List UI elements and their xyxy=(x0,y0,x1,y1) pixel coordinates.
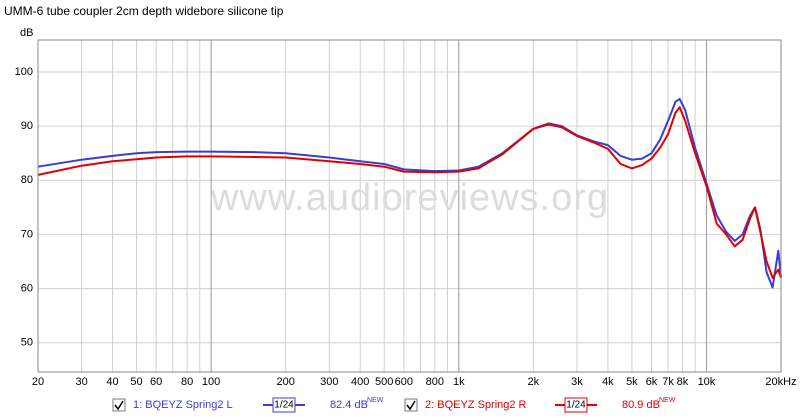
legend-label: 2: BQEYZ Spring2 R xyxy=(425,399,527,411)
x-tick-label: 4k xyxy=(602,376,614,388)
x-tick-label: 400 xyxy=(351,376,369,388)
legend-smoothing-box xyxy=(564,397,588,413)
legend-smoothing: 1/24 xyxy=(274,400,294,411)
legend-label: 1: BQEYZ Spring2 L xyxy=(133,399,233,411)
legend-level: 80.9 dB xyxy=(622,399,660,411)
legend-check xyxy=(406,400,416,411)
x-tick-label: 1k xyxy=(453,376,465,388)
y-axis-label: dB xyxy=(20,27,33,39)
x-tick-label: 80 xyxy=(181,376,193,388)
x-tick-label: 5k xyxy=(626,376,638,388)
series-line xyxy=(37,106,782,279)
x-tick-label: 30 xyxy=(75,376,87,388)
series-line xyxy=(37,98,782,289)
x-tick-label: 20kHz xyxy=(765,376,796,388)
legend-level: 82.4 dB xyxy=(330,399,368,411)
x-tick-label: 200 xyxy=(276,376,294,388)
x-tick-label: 50 xyxy=(130,376,142,388)
x-tick-label: 300 xyxy=(320,376,338,388)
x-tick-label: 40 xyxy=(106,376,118,388)
x-tick-label: 6k xyxy=(646,376,658,388)
x-tick-label: 3k xyxy=(571,376,583,388)
x-tick-label: 2k xyxy=(528,376,540,388)
legend-checkbox xyxy=(112,398,126,412)
legend-smoothing: 1/24 xyxy=(566,400,586,411)
x-tick-label: 800 xyxy=(426,376,444,388)
y-tick-label: 60 xyxy=(21,283,33,295)
legend-check xyxy=(114,400,124,411)
x-tick-label: 20 xyxy=(32,376,44,388)
y-tick-label: 70 xyxy=(21,228,33,240)
legend-smoothing-box xyxy=(272,397,296,413)
plot-frame xyxy=(37,39,782,373)
x-tick-label: 60 xyxy=(150,376,162,388)
x-tick-label: 7k xyxy=(662,376,674,388)
watermark: www.audioreviews.org xyxy=(210,177,609,219)
x-tick-label: 600 xyxy=(395,376,413,388)
y-tick-label: 80 xyxy=(21,174,33,186)
x-tick-label: 8k xyxy=(677,376,689,388)
legend-level-note: NEW xyxy=(659,397,676,404)
chart-title: UMM-6 tube coupler 2cm depth widebore si… xyxy=(4,4,284,18)
y-tick-label: 50 xyxy=(21,337,33,349)
legend-checkbox xyxy=(404,398,418,412)
x-tick-label: 100 xyxy=(202,376,220,388)
x-tick-label: 500 xyxy=(375,376,393,388)
y-tick-label: 90 xyxy=(21,120,33,132)
y-tick-label: 100 xyxy=(15,66,33,78)
x-tick-label: 10k xyxy=(698,376,716,388)
legend-level-note: NEW xyxy=(367,397,384,404)
